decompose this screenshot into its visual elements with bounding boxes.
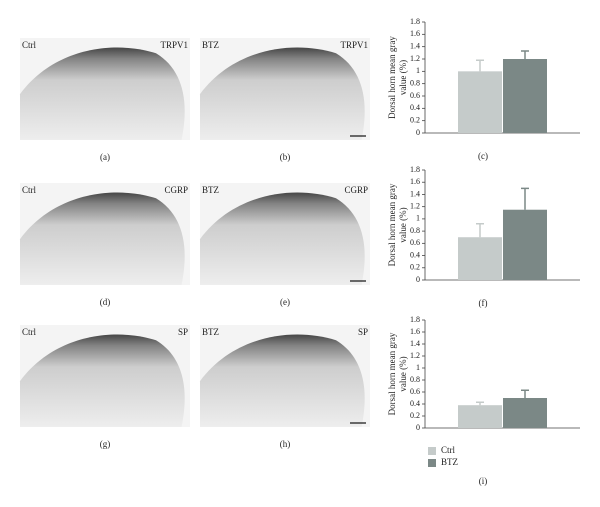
y-tick-label: 1.4 bbox=[410, 41, 420, 50]
y-tick-label: 0.4 bbox=[410, 103, 420, 112]
image-right-label: TRPV1 bbox=[340, 40, 368, 50]
y-tick-label: 0.6 bbox=[410, 91, 420, 100]
error-bar bbox=[521, 50, 529, 59]
image-left-label: BTZ bbox=[202, 185, 219, 195]
y-tick-label: 1.6 bbox=[410, 177, 420, 186]
bar bbox=[458, 405, 502, 428]
image-right-label: SP bbox=[178, 327, 188, 337]
y-tick-label: 0.6 bbox=[410, 387, 420, 396]
y-tick-label: 0.2 bbox=[410, 263, 420, 272]
y-axis-label: value (%) bbox=[398, 356, 408, 391]
y-axis-label: Dorsal horn mean gray bbox=[387, 183, 397, 266]
y-tick-label: 1 bbox=[416, 363, 420, 372]
y-tick-label: 1.8 bbox=[410, 315, 420, 324]
micrograph-tissue bbox=[200, 334, 365, 427]
y-tick-label: 0 bbox=[416, 275, 420, 284]
image-left-label: Ctrl bbox=[22, 327, 37, 337]
y-tick-label: 1.6 bbox=[410, 327, 420, 336]
micrograph-tissue bbox=[200, 47, 365, 141]
y-tick-label: 0.2 bbox=[410, 115, 420, 124]
y-tick-label: 1 bbox=[416, 214, 420, 223]
panel-label: (d) bbox=[100, 297, 111, 307]
y-tick-label: 0.4 bbox=[410, 250, 420, 259]
error-bar bbox=[476, 401, 484, 406]
y-tick-label: 1.2 bbox=[410, 201, 420, 210]
y-tick-label: 0.8 bbox=[410, 226, 420, 235]
y-tick-label: 0.8 bbox=[410, 78, 420, 87]
bar bbox=[503, 398, 547, 428]
error-bar bbox=[521, 187, 529, 210]
bar bbox=[503, 209, 547, 280]
image-right-label: TRPV1 bbox=[160, 40, 188, 50]
micrograph-tissue bbox=[20, 47, 185, 141]
image-left-label: BTZ bbox=[202, 40, 219, 50]
error-bar bbox=[476, 59, 484, 72]
y-tick-label: 1.8 bbox=[410, 165, 420, 174]
y-tick-label: 0.4 bbox=[410, 399, 420, 408]
micrograph-tissue bbox=[20, 334, 185, 427]
micrograph-tissue bbox=[20, 192, 185, 285]
bar bbox=[458, 237, 502, 280]
legend-swatch bbox=[428, 459, 436, 467]
panel-label: (h) bbox=[280, 439, 291, 449]
y-axis-label: Dorsal horn mean gray bbox=[387, 332, 397, 415]
legend-label: BTZ bbox=[441, 457, 458, 467]
panel-label: (g) bbox=[100, 439, 111, 449]
y-tick-label: 1.2 bbox=[410, 351, 420, 360]
y-axis-label: Dorsal horn mean gray bbox=[387, 36, 397, 119]
image-right-label: SP bbox=[358, 327, 368, 337]
image-left-label: BTZ bbox=[202, 327, 219, 337]
bar bbox=[458, 71, 502, 133]
error-bar bbox=[476, 223, 484, 238]
y-tick-label: 1.4 bbox=[410, 339, 420, 348]
y-tick-label: 0.2 bbox=[410, 411, 420, 420]
y-tick-label: 0 bbox=[416, 128, 420, 137]
panel-label: (i) bbox=[479, 476, 488, 486]
y-tick-label: 0.8 bbox=[410, 375, 420, 384]
y-tick-label: 1.4 bbox=[410, 189, 420, 198]
image-right-label: CGRP bbox=[164, 185, 188, 195]
image-right-label: CGRP bbox=[344, 185, 368, 195]
panel-label: (c) bbox=[478, 151, 488, 161]
image-left-label: Ctrl bbox=[22, 40, 37, 50]
panel-label: (b) bbox=[280, 152, 291, 162]
y-tick-label: 1.2 bbox=[410, 54, 420, 63]
y-tick-label: 1.8 bbox=[410, 17, 420, 26]
panel-label: (f) bbox=[479, 298, 488, 308]
y-axis-label: value (%) bbox=[398, 207, 408, 242]
legend-label: Ctrl bbox=[441, 445, 456, 455]
y-tick-label: 1.6 bbox=[410, 29, 420, 38]
y-tick-label: 1 bbox=[416, 66, 420, 75]
image-left-label: Ctrl bbox=[22, 185, 37, 195]
panel-label: (e) bbox=[280, 297, 290, 307]
y-tick-label: 0 bbox=[416, 423, 420, 432]
error-bar bbox=[521, 389, 529, 398]
micrograph-tissue bbox=[200, 192, 365, 285]
y-tick-label: 0.6 bbox=[410, 238, 420, 247]
panel-label: (a) bbox=[100, 152, 110, 162]
y-axis-label: value (%) bbox=[398, 60, 408, 95]
legend-swatch bbox=[428, 447, 436, 455]
bar bbox=[503, 59, 547, 133]
